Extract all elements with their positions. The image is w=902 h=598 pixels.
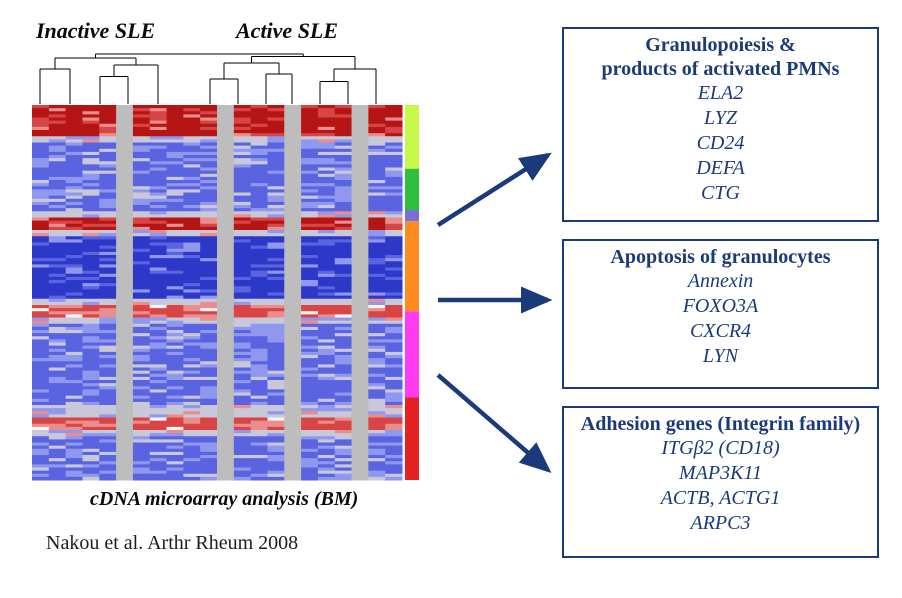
arrow-3	[438, 375, 548, 470]
gene-panel-1-title-line-1: Granulopoiesis &	[645, 33, 796, 57]
gene-panel-2-gene-1: Annexin	[688, 269, 754, 294]
gene-panel-3-gene-3: ACTB, ACTG1	[661, 486, 781, 511]
arrow-1	[438, 155, 548, 225]
gene-panel-3-gene-4: ARPC3	[691, 511, 751, 536]
gene-panel-1: Granulopoiesis &products of activated PM…	[562, 27, 879, 222]
gene-panel-1-gene-5: CTG	[701, 181, 740, 206]
gene-panel-3-gene-2: MAP3K11	[679, 461, 762, 486]
gene-panel-3: Adhesion genes (Integrin family)ITGβ2 (C…	[562, 406, 879, 558]
heatmap-caption: cDNA microarray analysis (BM)	[90, 488, 358, 511]
gene-panel-1-gene-2: LYZ	[704, 106, 737, 131]
gene-panel-2-title-line-1: Apoptosis of granulocytes	[610, 245, 830, 269]
gene-panel-3-gene-1: ITGβ2 (CD18)	[661, 436, 779, 461]
gene-panel-2: Apoptosis of granulocytesAnnexinFOXO3ACX…	[562, 239, 879, 389]
gene-panel-2-gene-3: CXCR4	[690, 319, 751, 344]
gene-panel-2-gene-2: FOXO3A	[683, 294, 759, 319]
gene-panel-1-title-line-2: products of activated PMNs	[602, 57, 840, 81]
gene-panel-2-gene-4: LYN	[703, 344, 738, 369]
gene-panel-1-gene-3: CD24	[697, 131, 745, 156]
citation-text: Nakou et al. Arthr Rheum 2008	[46, 532, 298, 555]
gene-panel-3-title-line-1: Adhesion genes (Integrin family)	[581, 412, 860, 436]
gene-panel-1-gene-4: DEFA	[696, 156, 745, 181]
gene-panel-1-gene-1: ELA2	[698, 81, 744, 106]
